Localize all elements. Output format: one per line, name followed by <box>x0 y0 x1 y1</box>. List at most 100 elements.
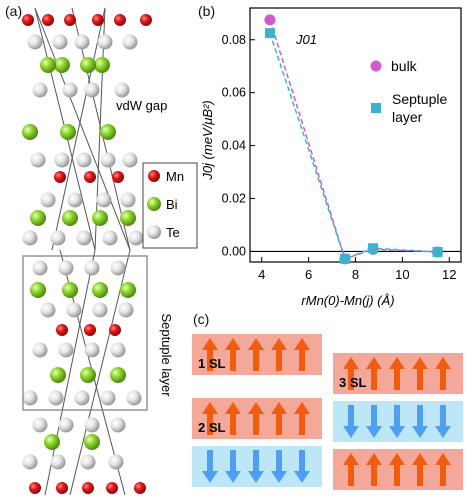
arrow-down-icon <box>294 450 310 483</box>
te-atom <box>27 34 43 50</box>
te-atom <box>52 34 68 50</box>
mn-atom <box>114 14 126 26</box>
arrow-up-icon <box>271 402 287 435</box>
arrow-up-icon <box>412 357 428 390</box>
config-1-sl: 1 SL <box>192 334 322 375</box>
arrow-up-icon <box>271 338 287 371</box>
bi-atom <box>80 57 96 73</box>
panel-a-label: (a) <box>5 3 23 19</box>
bi-atom <box>62 210 78 226</box>
bi-atom <box>92 282 108 298</box>
chart-series-lines <box>269 19 438 260</box>
arrow-up-icon <box>389 357 405 390</box>
arrow-up-icon <box>225 338 241 371</box>
te-atom <box>74 34 90 50</box>
arrow-down-icon <box>202 450 218 483</box>
mn-atom <box>82 482 94 494</box>
x-axis-label: rMn(0)-Mn(j) (Å) <box>301 293 394 308</box>
bi-atom <box>50 367 66 383</box>
y-tick-label: 0.08 <box>222 33 246 47</box>
bi-atom-icon <box>147 197 161 211</box>
te-atom <box>66 302 82 318</box>
crystal-structure: Septuple layer vdW gap Mn Bi Te <box>22 7 198 496</box>
septuple-layer-box <box>22 255 148 411</box>
te-atom <box>108 454 124 470</box>
te-atom <box>84 342 100 358</box>
te-atom <box>58 342 74 358</box>
arrow-up-icon <box>366 357 382 390</box>
te-atom <box>32 417 48 433</box>
te-atom <box>122 152 138 168</box>
bi-atom <box>30 210 46 226</box>
septuple-point <box>264 28 275 39</box>
te-atom <box>30 152 46 168</box>
bi-atom <box>100 124 116 140</box>
bi-atom <box>60 124 76 140</box>
te-atom <box>76 152 92 168</box>
x-tick-label: 12 <box>442 267 456 282</box>
mn-atom <box>84 171 96 183</box>
mn-atom <box>106 482 118 494</box>
mn-atom <box>56 482 68 494</box>
y-tick-label: 0.06 <box>222 86 246 100</box>
mn-atom <box>84 324 96 336</box>
te-atom <box>84 260 100 276</box>
te-atom <box>80 454 96 470</box>
bi-atom <box>120 210 136 226</box>
te-atom <box>74 390 90 406</box>
te-atom <box>110 417 126 433</box>
legend-septuple-label: layer <box>392 109 423 125</box>
te-atom <box>22 390 38 406</box>
te-atom <box>102 230 118 246</box>
arrow-down-icon <box>389 405 405 438</box>
arrow-up-icon <box>343 453 359 486</box>
legend-bulk-label: bulk <box>391 58 418 74</box>
arrow-up-icon <box>343 357 359 390</box>
y-tick-label: 0.02 <box>222 192 246 206</box>
bi-atom <box>84 434 100 450</box>
te-atom <box>32 342 48 358</box>
chart-markers <box>264 14 444 265</box>
mn-atom <box>92 14 104 26</box>
chart-legend: bulk Septuple layer <box>370 58 447 125</box>
te-atom <box>58 417 74 433</box>
x-tick-label: 4 <box>258 267 265 282</box>
arrow-down-icon <box>343 405 359 438</box>
y-tick-label: 0.00 <box>222 244 246 258</box>
mn-atom <box>54 171 66 183</box>
bi-atom <box>92 210 108 226</box>
plot-frame <box>249 7 462 263</box>
te-atom <box>40 302 56 318</box>
te-atom <box>50 454 66 470</box>
te-atom <box>97 34 113 50</box>
bi-atom <box>54 57 70 73</box>
arrow-up-icon <box>225 402 241 435</box>
mn-atom <box>134 482 146 494</box>
x-tick-label: 6 <box>305 267 312 282</box>
mn-atom <box>29 482 41 494</box>
mn-atom <box>22 14 34 26</box>
mn-atom <box>140 14 152 26</box>
legend-te-label: Te <box>166 225 180 240</box>
arrow-up-icon <box>435 453 451 486</box>
panel-c-label: (c) <box>193 311 210 327</box>
bi-atom <box>94 57 110 73</box>
septuple-layer-label: Septuple layer <box>159 313 174 397</box>
bi-atom <box>80 367 96 383</box>
te-atom <box>110 260 126 276</box>
te-atom <box>54 152 70 168</box>
legend-bi-label: Bi <box>166 197 178 212</box>
arrow-up-icon <box>412 453 428 486</box>
te-atom <box>84 417 100 433</box>
arrow-up-icon <box>366 453 382 486</box>
legend-bi: Bi <box>147 197 178 212</box>
x-tick-label: 10 <box>395 267 409 282</box>
te-atom <box>62 82 78 98</box>
atoms <box>22 14 152 494</box>
te-atom <box>22 230 38 246</box>
series-line-1 <box>269 32 438 260</box>
bulk-point <box>264 14 276 26</box>
mn-atom <box>112 171 124 183</box>
arrow-up-icon <box>202 402 218 435</box>
arrow-down-icon <box>225 450 241 483</box>
